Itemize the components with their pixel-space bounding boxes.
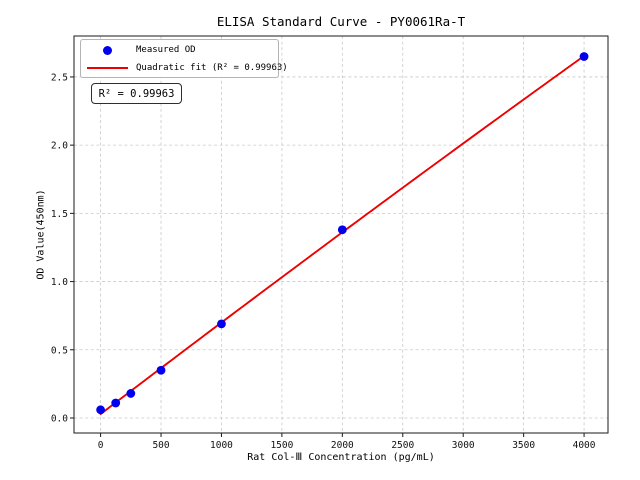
y-tick-label: 2.5	[51, 72, 68, 83]
legend-entry-quadratic-fit: Quadratic fit (R² = 0.99963)	[81, 59, 288, 77]
data-point	[337, 225, 347, 235]
x-tick-label: 1500	[270, 440, 293, 451]
legend-entry-measured-od: Measured OD	[81, 41, 278, 59]
x-tick-label: 500	[152, 440, 169, 451]
data-point	[96, 405, 105, 415]
x-tick-label: 1000	[210, 440, 233, 451]
chart-legend: Measured OD Quadratic fit (R² = 0.99963)	[80, 39, 288, 78]
y-tick-label: 1.0	[51, 277, 68, 288]
legend-label: Quadratic fit (R² = 0.99963)	[136, 63, 288, 73]
x-tick-label: 4000	[573, 440, 596, 451]
x-tick-label: 3500	[512, 440, 535, 451]
y-tick-label: 2.0	[51, 141, 68, 152]
data-point	[111, 398, 121, 408]
chart-title: ELISA Standard Curve - PY0061Ra-T	[216, 14, 466, 29]
x-tick-label: 3000	[452, 440, 475, 451]
y-tick-label: 0.5	[51, 345, 68, 356]
data-point	[156, 365, 166, 375]
x-tick-label: 2500	[391, 440, 414, 451]
x-tick-label: 0	[98, 440, 104, 451]
legend-label: Measured OD	[136, 45, 196, 55]
y-tick-label: 1.5	[51, 209, 68, 220]
y-tick-label: 0.0	[51, 413, 68, 424]
line-marker-icon	[87, 66, 128, 70]
x-tick-label: 2000	[331, 440, 354, 451]
data-point	[217, 319, 226, 329]
x-axis-label: Rat Col-Ⅲ Concentration (pg/mL)	[247, 452, 435, 463]
plot-border	[73, 35, 609, 434]
scatter-marker-icon	[103, 45, 112, 55]
data-point	[579, 52, 589, 61]
r-squared-annotation: R² = 0.99963	[91, 83, 182, 104]
data-point	[126, 389, 136, 398]
